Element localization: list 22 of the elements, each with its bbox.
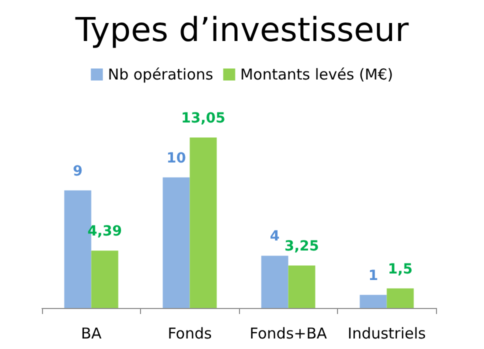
bar (261, 256, 288, 308)
x-tick-label: BA (80, 324, 102, 342)
bar (162, 177, 190, 308)
data-label: 4 (270, 228, 280, 245)
bar (360, 294, 387, 308)
data-label: 4,39 (87, 224, 122, 240)
bar (91, 250, 118, 308)
data-label: 1 (368, 268, 378, 284)
data-label: 3,25 (284, 238, 320, 255)
bar (386, 288, 414, 308)
data-label: 10 (166, 150, 186, 166)
x-tick-label: Fonds (168, 324, 212, 342)
chart-title: Types d’investisseur (74, 10, 410, 49)
x-tick-label: Industriels (348, 324, 426, 342)
legend-label: Montants levés (M€) (240, 66, 394, 84)
data-label: 1,5 (388, 261, 413, 278)
data-label: 13,05 (181, 110, 226, 126)
bar (288, 266, 316, 308)
legend-label: Nb opérations (108, 66, 214, 84)
bar (190, 137, 217, 308)
data-label: 9 (72, 163, 83, 180)
x-tick-label: Fonds+BA (250, 324, 328, 342)
